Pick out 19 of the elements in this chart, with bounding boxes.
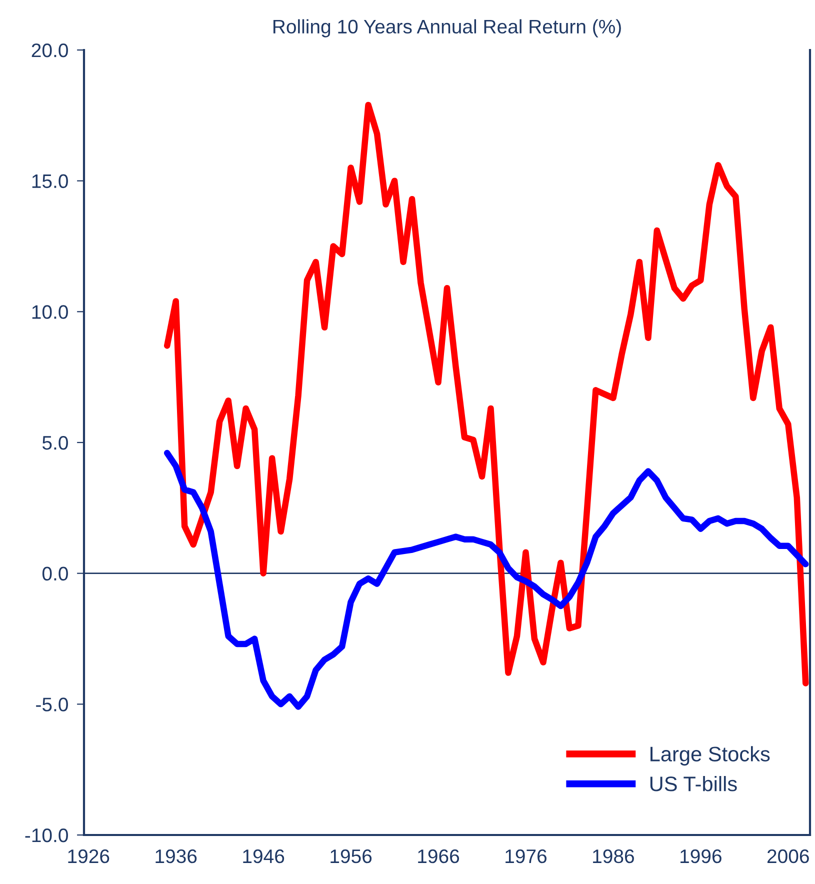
x-tick-label: 1966 bbox=[418, 849, 460, 864]
x-tick-label: 1946 bbox=[243, 849, 284, 864]
y-tick-label: 0.0 bbox=[42, 566, 68, 581]
x-tick-label: 1956 bbox=[330, 849, 372, 864]
x-tick-label: 1996 bbox=[680, 849, 722, 864]
x-tick-label: 1936 bbox=[156, 849, 197, 864]
y-tick-label: -5.0 bbox=[36, 698, 68, 712]
x-tick-label: 2006 bbox=[767, 849, 809, 864]
y-tick-label: -10.0 bbox=[25, 828, 68, 842]
x-tick-label: 1986 bbox=[593, 849, 634, 864]
x-tick-label: 1976 bbox=[506, 849, 546, 864]
y-tick-label: 20.0 bbox=[32, 43, 68, 58]
y-tick-label: 15.0 bbox=[32, 174, 68, 188]
legend-label: US T-bills bbox=[650, 776, 737, 792]
legend-label: Large Stocks bbox=[650, 746, 770, 766]
y-tick-label: 5.0 bbox=[42, 436, 68, 450]
chart-title: Rolling 10 Years Annual Real Return (%) bbox=[273, 19, 621, 38]
y-tick-label: 10.0 bbox=[32, 305, 68, 319]
x-tick-label: 1926 bbox=[68, 849, 110, 864]
